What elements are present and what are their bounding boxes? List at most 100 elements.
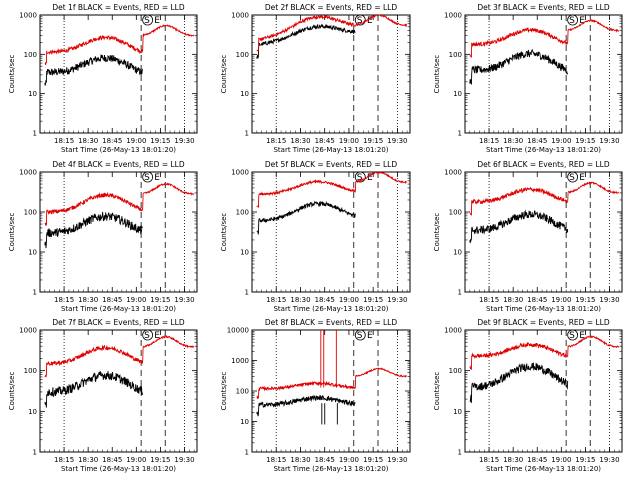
series-line-lld: [469, 181, 620, 216]
panel-title: Det 7f BLACK = Events, RED = LLD: [52, 318, 185, 327]
end-marker-label: E: [579, 173, 585, 183]
xtick-label: 19:00: [339, 296, 359, 304]
series-line-events: [44, 54, 144, 86]
series-line-lld: [256, 367, 408, 399]
end-marker-label: E: [367, 331, 373, 341]
plot-frame: [251, 329, 411, 453]
series-line-events: [469, 209, 569, 244]
plot-frame: [251, 171, 411, 293]
xtick-label: 18:15: [266, 137, 286, 145]
ytick-label: 1: [245, 449, 249, 457]
panel-det-2: Det 2f BLACK = Events, RED = LLD 1 10 100 10…: [220, 3, 411, 154]
start-marker-circle: [354, 14, 366, 26]
ytick-label: 1000: [444, 12, 462, 20]
xtick-label: 18:30: [78, 296, 98, 304]
series-line-lld: [44, 182, 195, 227]
x-axis-label: Start Time (26-May-13 18:01:20): [486, 146, 601, 154]
ytick-label: 100: [449, 209, 462, 217]
y-axis-label: Counts/sec: [220, 55, 228, 94]
end-marker-label: E: [154, 173, 160, 183]
plot-frame: [464, 329, 623, 453]
ytick-label: 1000: [19, 12, 37, 20]
xtick-label: 18:45: [527, 456, 547, 464]
xtick-label: 19:00: [126, 296, 146, 304]
plot-frame: [251, 14, 411, 134]
ytick-label: 100: [449, 367, 462, 375]
xtick-label: 19:00: [551, 296, 571, 304]
y-axis-label: Counts/sec: [8, 55, 16, 94]
xtick-label: 18:15: [54, 296, 74, 304]
start-marker-label: S: [144, 331, 150, 341]
end-marker-label: E: [367, 16, 373, 26]
ytick-label: 10: [240, 249, 249, 257]
plot-frame: [39, 329, 198, 453]
xtick-label: 19:30: [599, 456, 619, 464]
ytick-label: 1: [33, 289, 37, 297]
start-marker-label: S: [357, 16, 363, 26]
panel-det-4: Det 4f BLACK = Events, RED = LLD 1 10 100 10…: [8, 160, 198, 313]
start-marker-circle: [142, 171, 154, 183]
end-marker-label: E: [154, 331, 160, 341]
xtick-label: 18:45: [315, 137, 335, 145]
end-marker-label: E: [579, 16, 585, 26]
xtick-label: 18:30: [78, 137, 98, 145]
start-marker-circle: [142, 14, 154, 26]
start-marker-label: S: [144, 173, 150, 183]
xtick-label: 18:15: [479, 456, 499, 464]
ytick-label: 1000: [19, 327, 37, 335]
start-marker-label: S: [569, 16, 575, 26]
ytick-label: 10: [240, 418, 249, 426]
xtick-label: 19:30: [599, 296, 619, 304]
ytick-label: 1000: [231, 357, 249, 365]
start-marker-circle: [567, 329, 579, 341]
xtick-label: 18:45: [102, 296, 122, 304]
xtick-label: 19:00: [126, 137, 146, 145]
series-line-lld: [469, 19, 620, 58]
y-axis-label: Counts/sec: [433, 213, 441, 252]
xtick-label: 19:15: [575, 456, 595, 464]
panel-det-5: Det 5f BLACK = Events, RED = LLD 1 10 100 10…: [220, 160, 411, 313]
start-marker-label: S: [144, 16, 150, 26]
xtick-label: 19:15: [150, 456, 170, 464]
xtick-label: 19:15: [575, 296, 595, 304]
xtick-label: 18:15: [54, 137, 74, 145]
panel-det-7: Det 7f BLACK = Events, RED = LLD 1 10 100 10…: [8, 318, 198, 473]
x-axis-label: Start Time (26-May-13 18:01:20): [61, 305, 176, 313]
ytick-label: 1: [458, 130, 462, 138]
ytick-label: 1: [245, 289, 249, 297]
ytick-label: 10: [240, 90, 249, 98]
ytick-label: 10: [28, 90, 37, 98]
series-line-events: [256, 23, 356, 59]
xtick-label: 18:30: [78, 456, 98, 464]
panel-title: Det 2f BLACK = Events, RED = LLD: [265, 3, 398, 12]
end-marker-label: E: [367, 173, 373, 183]
y-axis-label: Counts/sec: [220, 213, 228, 252]
start-marker-label: S: [569, 331, 575, 341]
xtick-label: 18:45: [102, 137, 122, 145]
ytick-label: 1: [245, 130, 249, 138]
xtick-label: 18:30: [503, 296, 523, 304]
ytick-label: 10: [28, 249, 37, 257]
xtick-label: 19:30: [387, 137, 407, 145]
y-axis-label: Counts/sec: [433, 372, 441, 411]
panel-title: Det 6f BLACK = Events, RED = LLD: [477, 160, 610, 169]
plot-frame: [39, 171, 198, 293]
y-axis-label: Counts/sec: [433, 55, 441, 94]
panel-title: Det 5f BLACK = Events, RED = LLD: [265, 160, 398, 169]
panel-title: Det 9f BLACK = Events, RED = LLD: [477, 318, 610, 327]
ytick-label: 1000: [444, 327, 462, 335]
x-axis-label: Start Time (26-May-13 18:01:20): [61, 146, 176, 154]
xtick-label: 18:45: [527, 296, 547, 304]
start-marker-circle: [354, 329, 366, 341]
plot-frame: [464, 14, 623, 134]
start-marker-label: S: [569, 173, 575, 183]
xtick-label: 19:00: [339, 456, 359, 464]
start-marker-circle: [142, 329, 154, 341]
y-axis-label: Counts/sec: [8, 372, 16, 411]
panel-title: Det 8f BLACK = Events, RED = LLD: [265, 318, 398, 327]
xtick-label: 19:30: [174, 137, 194, 145]
xtick-label: 19:00: [551, 456, 571, 464]
xtick-label: 19:00: [126, 456, 146, 464]
xtick-label: 18:45: [315, 296, 335, 304]
